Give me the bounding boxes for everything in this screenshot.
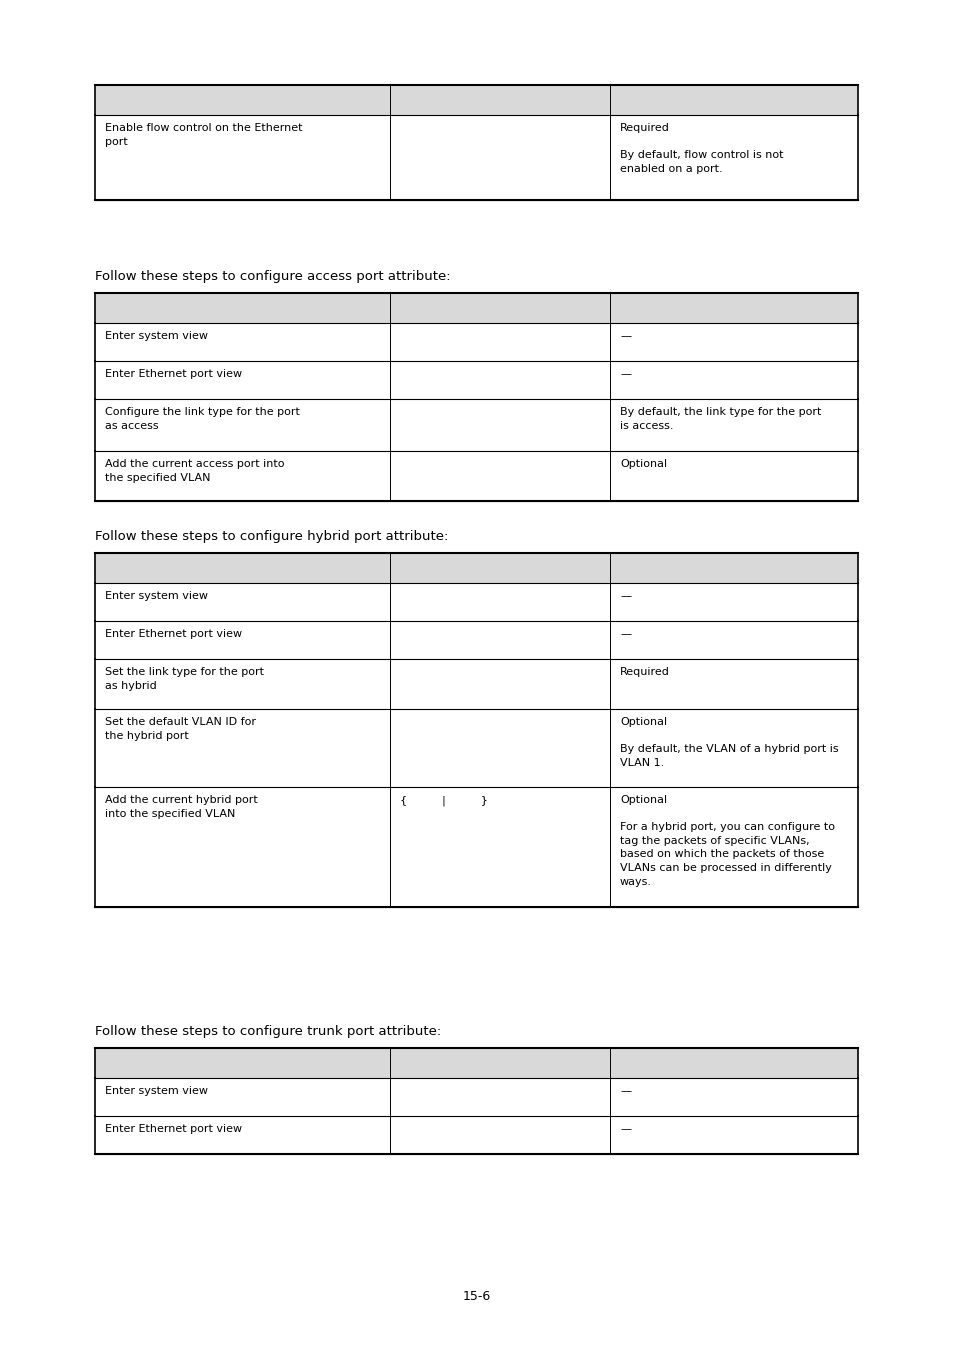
- Text: Enable flow control on the Ethernet
port: Enable flow control on the Ethernet port: [105, 123, 302, 147]
- Text: —: —: [619, 1085, 631, 1096]
- Text: Required: Required: [619, 667, 669, 676]
- Text: Follow these steps to configure access port attribute:: Follow these steps to configure access p…: [95, 270, 450, 284]
- Text: —: —: [619, 1125, 631, 1134]
- Text: Set the link type for the port
as hybrid: Set the link type for the port as hybrid: [105, 667, 264, 691]
- Text: Enter system view: Enter system view: [105, 331, 208, 342]
- Text: Add the current hybrid port
into the specified VLAN: Add the current hybrid port into the spe…: [105, 795, 257, 818]
- Bar: [95, 583, 857, 621]
- Text: Required

By default, flow control is not
enabled on a port.: Required By default, flow control is not…: [619, 123, 782, 174]
- Bar: [95, 1079, 857, 1116]
- Text: —: —: [619, 369, 631, 379]
- Bar: [95, 709, 857, 787]
- Bar: [95, 1116, 857, 1154]
- Text: Enter system view: Enter system view: [105, 1085, 208, 1096]
- Text: —: —: [619, 331, 631, 342]
- Text: By default, the link type for the port
is access.: By default, the link type for the port i…: [619, 406, 821, 431]
- Text: Add the current access port into
the specified VLAN: Add the current access port into the spe…: [105, 459, 284, 482]
- Text: Optional

By default, the VLAN of a hybrid port is
VLAN 1.: Optional By default, the VLAN of a hybri…: [619, 717, 838, 768]
- Bar: [95, 621, 857, 659]
- Text: Enter system view: Enter system view: [105, 591, 208, 601]
- Bar: [95, 554, 857, 583]
- Bar: [95, 1048, 857, 1079]
- Text: Enter Ethernet port view: Enter Ethernet port view: [105, 369, 242, 379]
- Text: Follow these steps to configure trunk port attribute:: Follow these steps to configure trunk po…: [95, 1025, 441, 1038]
- Bar: [95, 659, 857, 709]
- Text: 15-6: 15-6: [462, 1291, 491, 1303]
- Text: Optional

For a hybrid port, you can configure to
tag the packets of specific VL: Optional For a hybrid port, you can conf…: [619, 795, 834, 887]
- Text: Follow these steps to configure hybrid port attribute:: Follow these steps to configure hybrid p…: [95, 531, 448, 543]
- Text: —: —: [619, 629, 631, 639]
- Bar: [95, 360, 857, 400]
- Bar: [95, 293, 857, 323]
- Text: Enter Ethernet port view: Enter Ethernet port view: [105, 629, 242, 639]
- Bar: [95, 400, 857, 451]
- Text: —: —: [619, 591, 631, 601]
- Bar: [95, 85, 857, 115]
- Bar: [95, 323, 857, 360]
- Text: Optional: Optional: [619, 459, 666, 468]
- Text: Enter Ethernet port view: Enter Ethernet port view: [105, 1125, 242, 1134]
- Bar: [95, 787, 857, 907]
- Text: {          |          }: { | }: [399, 795, 487, 806]
- Bar: [95, 451, 857, 501]
- Text: Set the default VLAN ID for
the hybrid port: Set the default VLAN ID for the hybrid p…: [105, 717, 255, 741]
- Bar: [95, 115, 857, 200]
- Text: Configure the link type for the port
as access: Configure the link type for the port as …: [105, 406, 299, 431]
